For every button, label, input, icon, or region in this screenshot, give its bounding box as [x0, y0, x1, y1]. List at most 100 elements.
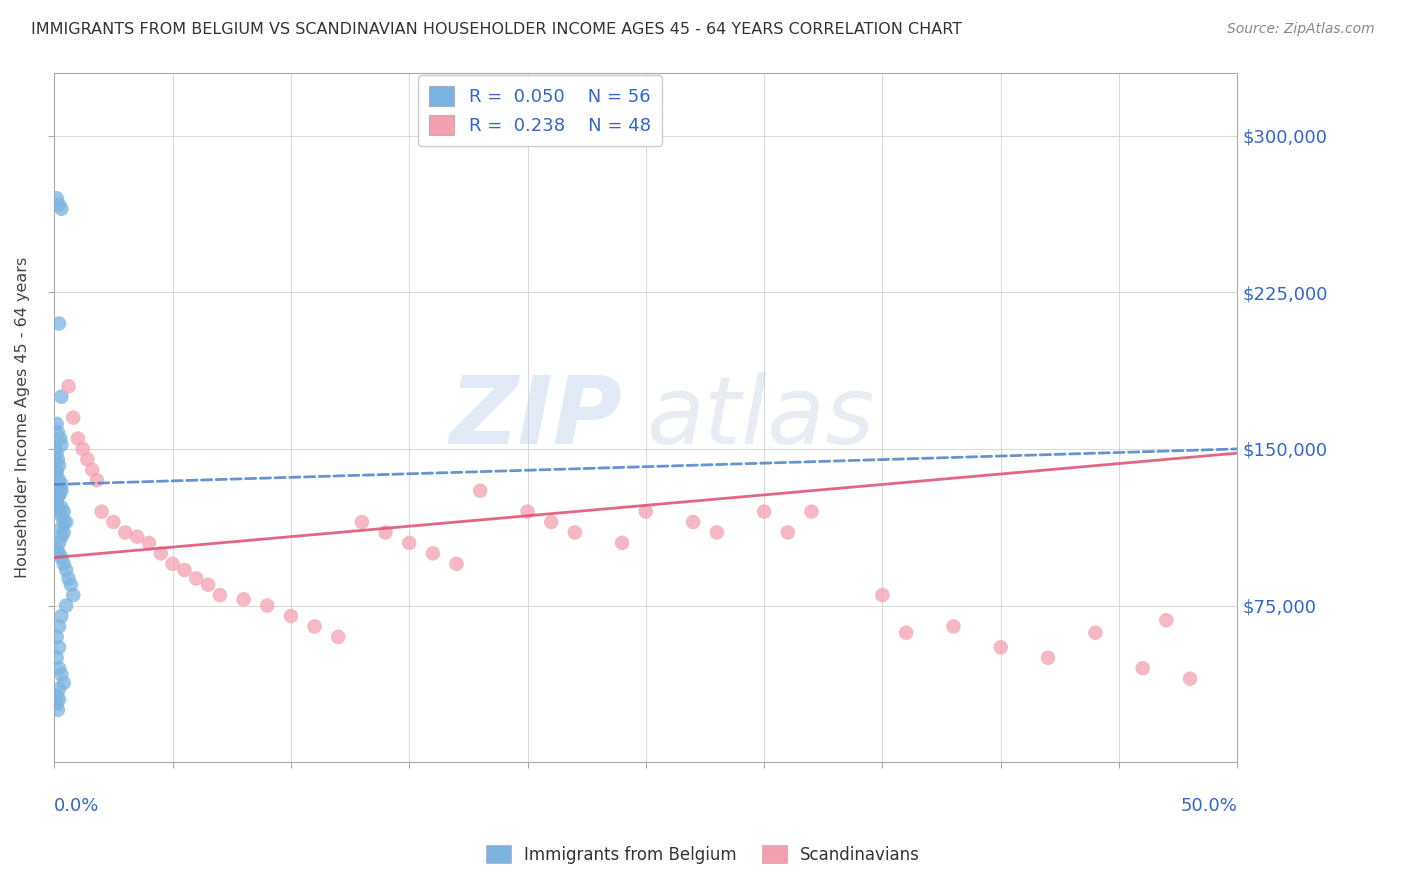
Point — [197, 577, 219, 591]
Point — [682, 515, 704, 529]
Text: atlas: atlas — [645, 372, 875, 463]
Point — [540, 515, 562, 529]
Point — [48, 458, 70, 473]
Y-axis label: Householder Income Ages 45 - 64 years: Householder Income Ages 45 - 64 years — [15, 257, 30, 578]
Point — [45, 630, 67, 644]
Point — [612, 536, 634, 550]
Point — [256, 599, 278, 613]
Point — [48, 505, 70, 519]
Point — [45, 697, 67, 711]
Point — [58, 379, 80, 393]
Point — [872, 588, 894, 602]
Point — [422, 546, 444, 560]
Point — [52, 525, 75, 540]
Point — [46, 452, 69, 467]
Point — [894, 625, 917, 640]
Point — [45, 191, 67, 205]
Point — [46, 703, 69, 717]
Point — [48, 317, 70, 331]
Point — [59, 577, 82, 591]
Text: 0.0%: 0.0% — [55, 797, 100, 814]
Text: Source: ZipAtlas.com: Source: ZipAtlas.com — [1227, 22, 1375, 37]
Point — [776, 525, 799, 540]
Point — [564, 525, 586, 540]
Point — [62, 410, 84, 425]
Point — [51, 550, 73, 565]
Point — [52, 505, 75, 519]
Point — [328, 630, 350, 644]
Point — [51, 202, 73, 216]
Point — [51, 500, 73, 515]
Point — [752, 505, 775, 519]
Point — [45, 446, 67, 460]
Point — [1156, 613, 1178, 627]
Point — [232, 592, 254, 607]
Point — [51, 477, 73, 491]
Point — [162, 557, 184, 571]
Point — [48, 473, 70, 487]
Point — [55, 599, 77, 613]
Point — [49, 432, 72, 446]
Point — [52, 557, 75, 571]
Point — [55, 515, 77, 529]
Point — [634, 505, 657, 519]
Point — [208, 588, 231, 602]
Legend: R =  0.050    N = 56, R =  0.238    N = 48: R = 0.050 N = 56, R = 0.238 N = 48 — [418, 75, 662, 145]
Point — [52, 515, 75, 529]
Point — [51, 530, 73, 544]
Point — [48, 488, 70, 502]
Point — [800, 505, 823, 519]
Point — [46, 425, 69, 440]
Point — [1132, 661, 1154, 675]
Point — [49, 483, 72, 498]
Point — [350, 515, 373, 529]
Point — [138, 536, 160, 550]
Point — [51, 609, 73, 624]
Point — [1036, 650, 1059, 665]
Point — [45, 542, 67, 557]
Point — [186, 571, 208, 585]
Text: ZIP: ZIP — [450, 372, 623, 464]
Point — [942, 619, 965, 633]
Point — [58, 571, 80, 585]
Point — [103, 515, 125, 529]
Point — [280, 609, 302, 624]
Point — [55, 563, 77, 577]
Point — [82, 463, 104, 477]
Point — [304, 619, 326, 633]
Point — [51, 521, 73, 535]
Point — [45, 494, 67, 508]
Point — [86, 473, 108, 487]
Point — [48, 661, 70, 675]
Point — [51, 667, 73, 681]
Point — [48, 692, 70, 706]
Point — [62, 588, 84, 602]
Point — [48, 488, 70, 502]
Text: 50.0%: 50.0% — [1181, 797, 1237, 814]
Point — [51, 483, 73, 498]
Point — [45, 494, 67, 508]
Point — [149, 546, 172, 560]
Point — [48, 536, 70, 550]
Point — [1178, 672, 1201, 686]
Point — [90, 505, 112, 519]
Text: IMMIGRANTS FROM BELGIUM VS SCANDINAVIAN HOUSEHOLDER INCOME AGES 45 - 64 YEARS CO: IMMIGRANTS FROM BELGIUM VS SCANDINAVIAN … — [31, 22, 962, 37]
Point — [51, 508, 73, 523]
Point — [706, 525, 728, 540]
Point — [44, 442, 66, 456]
Point — [127, 530, 149, 544]
Point — [46, 500, 69, 515]
Point — [66, 432, 89, 446]
Point — [51, 390, 73, 404]
Point — [45, 689, 67, 703]
Point — [48, 640, 70, 655]
Point — [374, 525, 396, 540]
Point — [48, 682, 70, 697]
Point — [1084, 625, 1107, 640]
Point — [48, 197, 70, 211]
Point — [48, 619, 70, 633]
Point — [72, 442, 94, 456]
Point — [51, 438, 73, 452]
Point — [45, 463, 67, 477]
Point — [446, 557, 468, 571]
